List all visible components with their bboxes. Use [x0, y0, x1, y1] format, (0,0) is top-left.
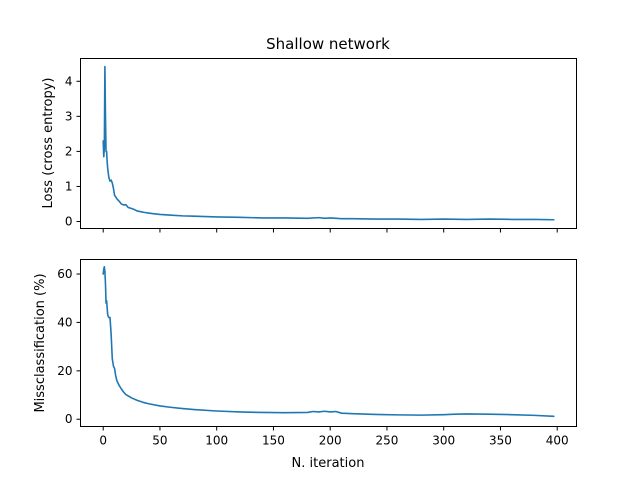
- x-axis-label: N. iteration: [292, 456, 365, 471]
- y-tick-label: 2: [65, 144, 73, 158]
- y-tick-label: 60: [57, 267, 72, 281]
- x-tick-label: 0: [99, 434, 107, 448]
- missclassification-subplot: 0 50 100 150 200 250 300 350 400 0 20 40 60 Misscla…: [33, 259, 577, 471]
- y-tick-label: 40: [57, 315, 72, 329]
- loss-subplot: Shallow network 0 1 2 3 4 Loss (cross entrop…: [41, 35, 577, 233]
- loss-plot-area: [102, 65, 555, 221]
- missclassification-axes-frame: [80, 259, 577, 427]
- y-tick-label: 20: [57, 364, 72, 378]
- chart-title: Shallow network: [266, 35, 390, 53]
- x-tick-label: 200: [319, 434, 342, 448]
- loss-y-ticks: 0 1 2 3 4: [65, 74, 81, 228]
- y-tick-label: 3: [65, 109, 73, 123]
- missclassification-plot-area: [102, 265, 555, 418]
- x-tick-label: 50: [152, 434, 167, 448]
- series-line-0: [102, 65, 555, 221]
- missclassification-y-ticks: 0 20 40 60: [57, 267, 81, 426]
- x-tick-label: 100: [205, 434, 228, 448]
- series-line-0: [102, 265, 555, 418]
- y-tick-label: 4: [65, 74, 73, 88]
- y-tick-label: 0: [65, 214, 73, 228]
- loss-x-ticks: [102, 228, 558, 233]
- x-tick-label: 300: [432, 434, 455, 448]
- x-tick-label: 350: [489, 434, 512, 448]
- loss-y-axis-label: Loss (cross entropy): [41, 78, 56, 209]
- x-tick-label: 250: [375, 434, 398, 448]
- x-tick-label: 400: [546, 434, 569, 448]
- missclassification-x-ticks: 0 50 100 150 200 250 300 350 400: [99, 426, 569, 448]
- x-tick-label: 150: [262, 434, 285, 448]
- loss-axes-frame: [80, 58, 577, 229]
- y-tick-label: 0: [65, 412, 73, 426]
- missclassification-y-axis-label: Missclassification (%): [33, 273, 48, 412]
- y-tick-label: 1: [65, 179, 73, 193]
